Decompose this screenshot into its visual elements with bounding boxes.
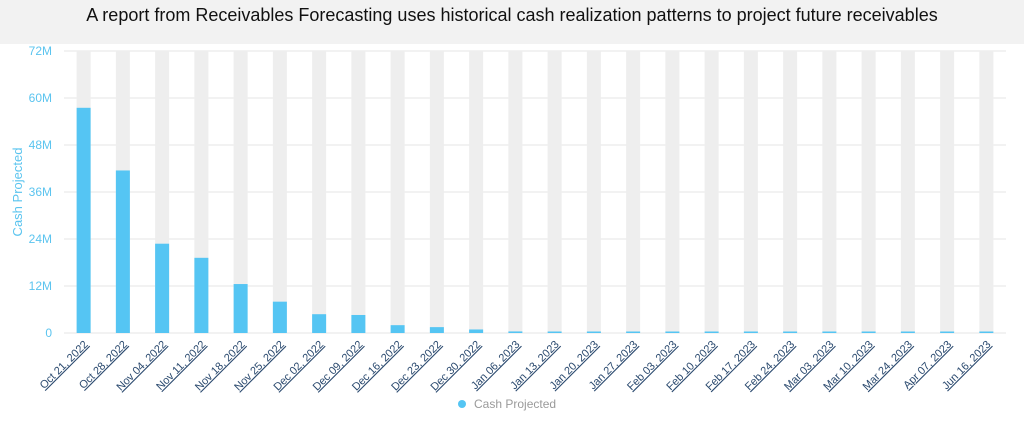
bar-track (312, 51, 327, 333)
bar-track (547, 51, 562, 333)
y-tick-label: 60M (29, 91, 52, 105)
bar[interactable] (861, 331, 876, 334)
y-axis-label: Cash Projected (10, 148, 25, 237)
bar-track (940, 51, 955, 333)
y-tick-label: 0 (45, 326, 52, 340)
bar[interactable] (469, 329, 484, 333)
bar[interactable] (665, 331, 680, 334)
bar[interactable] (508, 331, 523, 333)
bar[interactable] (76, 107, 91, 333)
bar[interactable] (351, 314, 366, 333)
bar-track (861, 51, 876, 333)
bar-track (351, 51, 366, 333)
bar-track (822, 51, 837, 333)
bar[interactable] (547, 331, 562, 334)
report-caption: A report from Receivables Forecasting us… (86, 5, 938, 25)
bar[interactable] (743, 331, 758, 334)
bar[interactable] (626, 331, 641, 334)
bar[interactable] (783, 331, 798, 334)
bar[interactable] (429, 327, 444, 333)
bar[interactable] (822, 331, 837, 334)
bar-track (900, 51, 915, 333)
legend-label: Cash Projected (474, 397, 556, 411)
bar-track (390, 51, 405, 333)
bar[interactable] (586, 331, 601, 334)
bar-track (508, 51, 523, 333)
bar[interactable] (272, 301, 287, 333)
bar-track (233, 51, 248, 333)
caption-band (0, 0, 1024, 44)
bar-track (979, 51, 994, 333)
bar-chart: 0 12M 24M 36M 48M 60M 72M Cash Projected Oct 21,… (0, 44, 1024, 419)
bar[interactable] (390, 325, 405, 333)
bar[interactable] (900, 331, 915, 334)
bar[interactable] (312, 314, 327, 333)
bar[interactable] (704, 331, 719, 334)
bar-track (783, 51, 798, 333)
bar[interactable] (940, 331, 955, 334)
legend-marker (458, 400, 466, 408)
bar-track (469, 51, 484, 333)
bar[interactable] (979, 331, 994, 334)
bar[interactable] (115, 170, 130, 333)
bar-track (429, 51, 444, 333)
bar-track (626, 51, 641, 333)
y-tick-label: 48M (29, 138, 52, 152)
bar-track (743, 51, 758, 333)
bar[interactable] (194, 257, 209, 333)
y-tick-label: 36M (29, 185, 52, 199)
bar-track (704, 51, 719, 333)
y-tick-label: 24M (29, 232, 52, 246)
bar[interactable] (233, 284, 248, 333)
bar-track (272, 51, 287, 333)
bar-track (665, 51, 680, 333)
bar-track (586, 51, 601, 333)
y-tick-label: 72M (29, 44, 52, 58)
bar[interactable] (155, 243, 170, 333)
y-tick-label: 12M (29, 279, 52, 293)
